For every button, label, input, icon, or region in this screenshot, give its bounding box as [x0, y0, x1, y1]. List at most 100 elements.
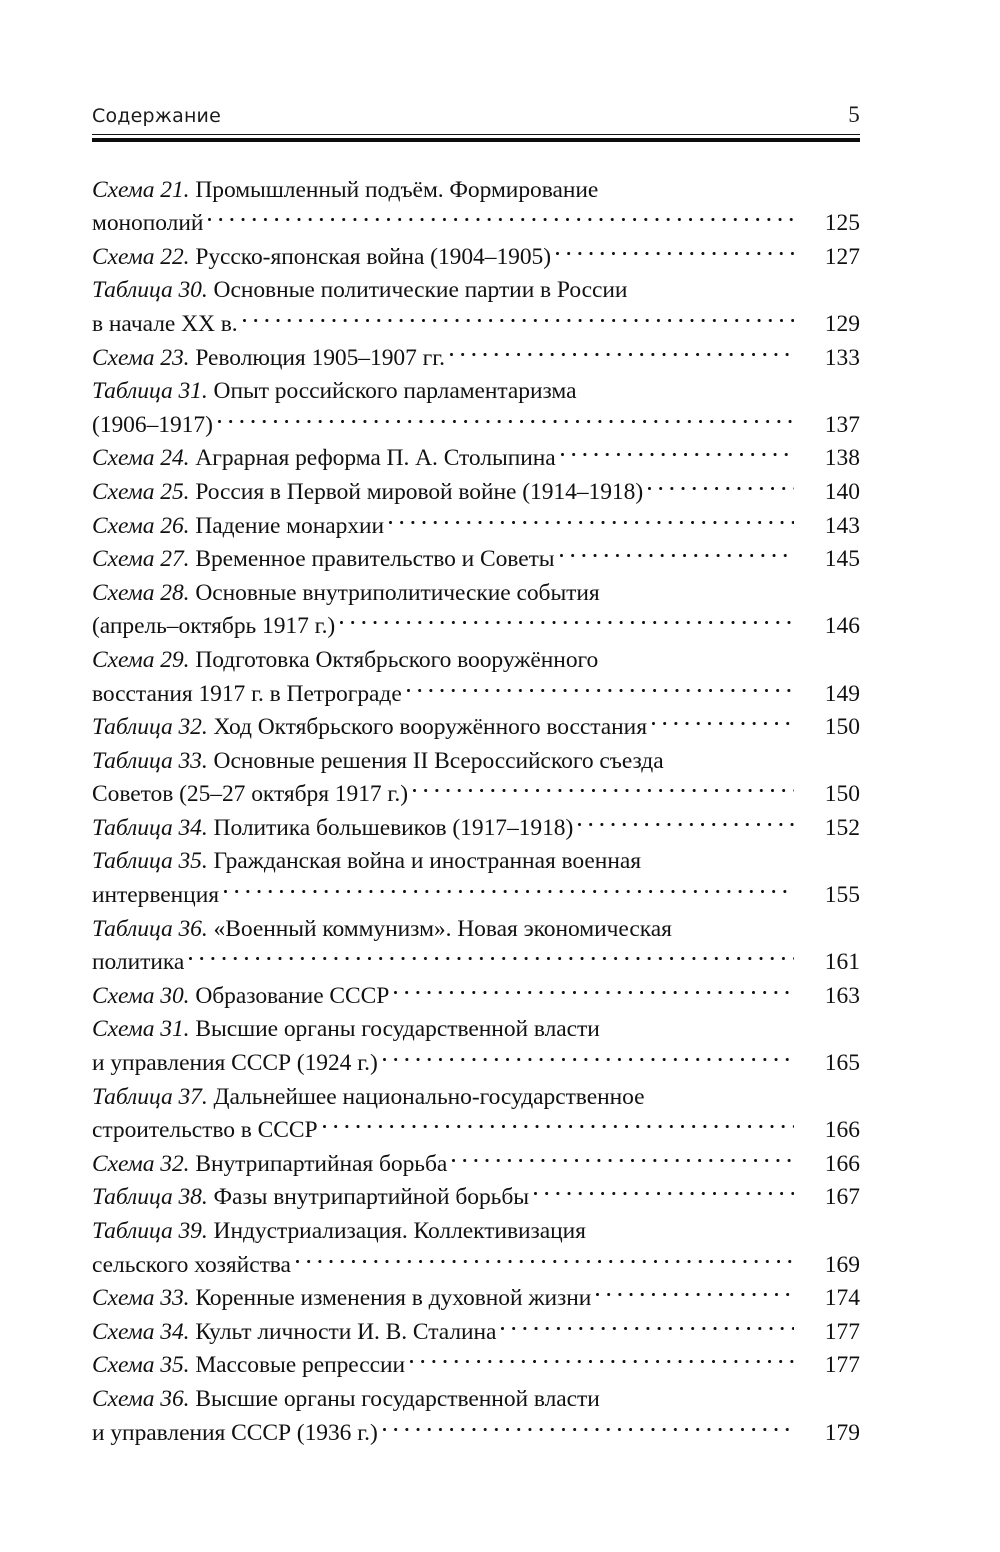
toc-entry-page-number: 155 [824, 882, 860, 909]
toc-entry-label: Таблица 34. [92, 814, 208, 841]
dot-leader [406, 667, 794, 701]
toc-entry-line-last: Таблица 38. Фазы внутрипартийной борьбы 1… [92, 1171, 860, 1210]
toc-entry-page-number: 166 [824, 1117, 860, 1144]
table-of-contents: Схема 21. Промышленный подъём. Формирова… [92, 163, 860, 1446]
toc-entry[interactable]: Таблица 30. Основные политические партии… [92, 264, 860, 337]
toc-entry-text: Таблица 34. Политика большевиков (1917–1… [92, 814, 574, 841]
dot-leader [208, 197, 794, 231]
toc-entry[interactable]: Таблица 36. «Военный коммунизм». Новая э… [92, 902, 860, 976]
toc-entry-text: Таблица 36. «Военный коммунизм». Новая э… [92, 915, 672, 942]
toc-entry[interactable]: Схема 30. Образование СССР 163 [92, 969, 860, 1009]
toc-entry-page-number: 149 [824, 680, 860, 707]
toc-entry[interactable]: Схема 27. Временное правительство и Сове… [92, 533, 860, 572]
toc-entry-page-number: 127 [824, 243, 860, 270]
toc-entry-label: Таблица 38. [92, 1184, 208, 1211]
dot-leader [322, 1104, 794, 1138]
toc-entry[interactable]: Таблица 32. Ход Октябрьского вооружённог… [92, 701, 860, 740]
toc-entry[interactable]: Схема 26. Падение монархии 143 [92, 499, 860, 539]
toc-entry-line-last: интервенция 155 [92, 868, 860, 908]
toc-entry[interactable]: Схема 24. Аграрная реформа П. А. Столыпи… [92, 432, 860, 471]
toc-entry-line: Схема 36. Высшие органы государственной … [92, 1372, 860, 1412]
toc-entry-line: Таблица 30. Основные политические партии… [92, 264, 860, 303]
toc-entry-text: строительство в СССР [92, 1117, 318, 1144]
toc-entry[interactable]: Таблица 34. Политика большевиков (1917–1… [92, 801, 860, 841]
toc-entry-page-number: 167 [824, 1184, 860, 1211]
toc-entry[interactable]: Схема 36. Высшие органы государственной … [92, 1372, 860, 1446]
toc-entry-text: Советов (25–27 октября 1917 г.) [92, 781, 408, 808]
toc-entry[interactable]: Таблица 31. Опыт российского парламентар… [92, 365, 860, 438]
toc-entry-line-last: Схема 33. Коренные изменения в духовной … [92, 1272, 860, 1311]
dot-leader [389, 499, 794, 533]
toc-entry-line-last: Советов (25–27 октября 1917 г.) 150 [92, 768, 860, 807]
toc-entry-text: сельского хозяйства [92, 1251, 291, 1278]
toc-entry[interactable]: Таблица 39. Индустриализация. Коллективи… [92, 1204, 860, 1278]
toc-entry[interactable]: Схема 29. Подготовка Октябрьского вооруж… [92, 633, 860, 707]
dot-leader [295, 1238, 794, 1272]
toc-entry-page-number: 179 [824, 1419, 860, 1446]
toc-entry[interactable]: Схема 28. Основные внутриполитические со… [92, 566, 860, 640]
toc-entry-page-number: 143 [824, 512, 860, 539]
toc-entry[interactable]: Схема 23. Революция 1905–1907 гг. 133 [92, 331, 860, 371]
header-rule-thick [92, 138, 860, 142]
toc-entry[interactable]: Схема 22. Русско-японская война (1904–19… [92, 230, 860, 270]
toc-entry-line: Схема 31. Высшие органы государственной … [92, 1003, 860, 1042]
toc-entry-line-last: Схема 25. Россия в Первой мировой войне … [92, 465, 860, 505]
toc-entry[interactable]: Таблица 33. Основные решения II Всеросси… [92, 734, 860, 808]
toc-entry-page-number: 137 [824, 411, 860, 438]
toc-entry-text: Схема 29. Подготовка Октябрьского вооруж… [92, 646, 599, 673]
toc-entry-text: Схема 36. Высшие органы государственной … [92, 1385, 600, 1412]
toc-entry-line-last: Схема 24. Аграрная реформа П. А. Столыпи… [92, 432, 860, 471]
dot-leader [382, 1406, 794, 1440]
toc-entry-page-number: 146 [824, 613, 860, 640]
toc-entry-label: Таблица 32. [92, 714, 208, 741]
toc-entry-label: Схема 28. [92, 579, 190, 606]
toc-entry-text: интервенция [92, 882, 219, 909]
toc-entry-page-number: 163 [824, 982, 860, 1009]
toc-entry[interactable]: Схема 33. Коренные изменения в духовной … [92, 1272, 860, 1311]
toc-entry-page-number: 152 [824, 814, 860, 841]
toc-entry-label: Схема 31. [92, 1016, 190, 1043]
toc-entry-text: Таблица 32. Ход Октябрьского вооружённог… [92, 714, 647, 741]
dot-leader [450, 331, 794, 365]
toc-entry-text: Схема 28. Основные внутриполитические со… [92, 579, 600, 606]
toc-entry-label: Схема 25. [92, 478, 190, 505]
dot-leader [242, 297, 794, 331]
toc-entry-text: политика [92, 949, 185, 976]
toc-entry[interactable]: Схема 21. Промышленный подъём. Формирова… [92, 163, 860, 237]
toc-entry[interactable]: Схема 34. Культ личности И. В. Сталина 17… [92, 1305, 860, 1345]
toc-entry-label: Схема 33. [92, 1285, 190, 1312]
toc-entry-line: Таблица 31. Опыт российского парламентар… [92, 365, 860, 404]
toc-entry[interactable]: Схема 32. Внутрипартийная борьба 166 [92, 1137, 860, 1177]
dot-leader [559, 533, 794, 567]
toc-entry-line: Таблица 37. Дальнейшее национально-госуд… [92, 1070, 860, 1110]
toc-entry-page-number: 125 [824, 210, 860, 237]
toc-entry-line-last: строительство в СССР 166 [92, 1104, 860, 1143]
toc-entry-page-number: 133 [824, 344, 860, 371]
toc-entry-text: Схема 27. Временное правительство и Сове… [92, 546, 555, 573]
running-head: Содержание 5 [92, 102, 860, 128]
toc-entry[interactable]: Таблица 37. Дальнейшее национально-госуд… [92, 1070, 860, 1144]
toc-entry-label: Схема 30. [92, 982, 190, 1009]
toc-entry[interactable]: Схема 31. Высшие органы государственной … [92, 1003, 860, 1076]
toc-entry-text: и управления СССР (1936 г.) [92, 1419, 378, 1446]
toc-entry[interactable]: Таблица 35. Гражданская война и иностран… [92, 835, 860, 908]
toc-entry-line-last: Схема 26. Падение монархии 143 [92, 499, 860, 539]
toc-entry-text: (1906–1917) [92, 411, 213, 438]
toc-entry-page-number: 165 [824, 1050, 860, 1077]
toc-entry[interactable]: Схема 35. Массовые репрессии 177 [92, 1339, 860, 1378]
toc-entry-label: Схема 29. [92, 646, 190, 673]
toc-entry-text: Схема 26. Падение монархии [92, 512, 385, 539]
toc-entry-text: Таблица 37. Дальнейшее национально-госуд… [92, 1083, 645, 1110]
toc-entry-line-last: и управления СССР (1924 г.) 165 [92, 1036, 860, 1076]
dot-leader [556, 230, 794, 264]
toc-entry[interactable]: Схема 25. Россия в Первой мировой войне … [92, 465, 860, 505]
toc-entry-page-number: 177 [824, 1352, 860, 1379]
dot-leader [560, 432, 794, 466]
running-head-folio: 5 [848, 102, 860, 127]
toc-entry-line-last: восстания 1917 г. в Петрограде 149 [92, 667, 860, 707]
toc-entry[interactable]: Таблица 38. Фазы внутрипартийной борьбы 1… [92, 1171, 860, 1210]
toc-entry-text: Таблица 39. Индустриализация. Коллективи… [92, 1218, 586, 1244]
toc-entry-label: Таблица 31. [92, 378, 208, 405]
header-rule-thin [92, 134, 860, 135]
toc-entry-line: Таблица 35. Гражданская война и иностран… [92, 835, 860, 874]
